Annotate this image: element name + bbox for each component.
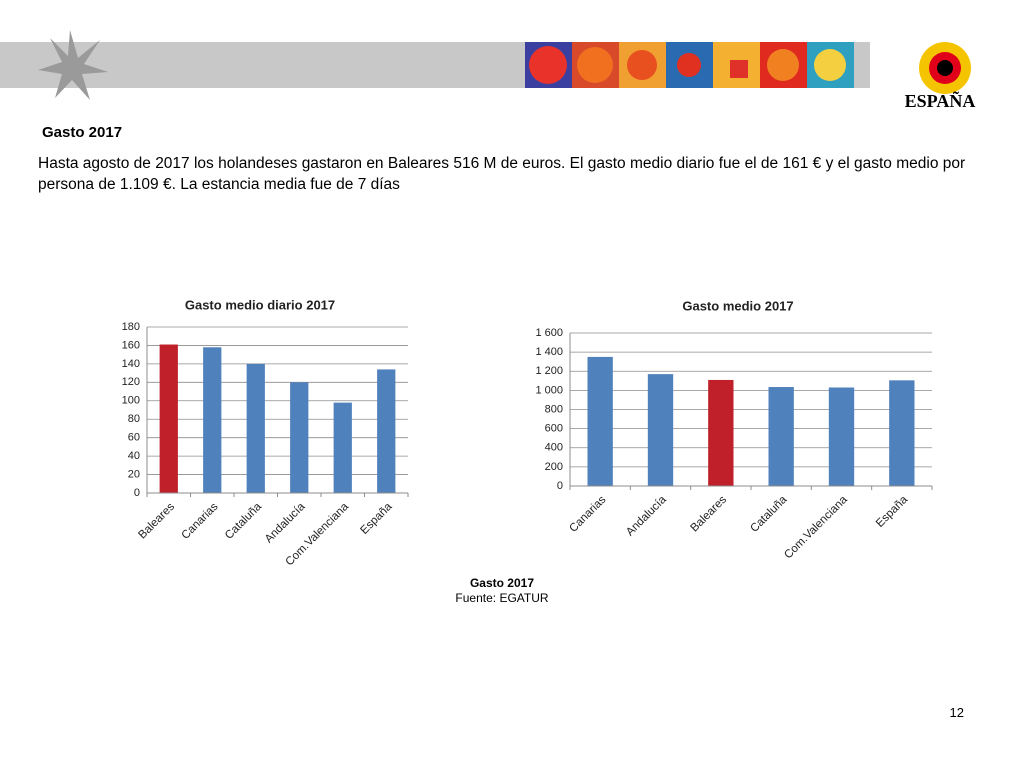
- y-tick-label: 40: [128, 450, 140, 462]
- bar: [333, 402, 352, 493]
- bar: [768, 387, 794, 486]
- chart-title: Gasto medio 2017: [682, 298, 793, 313]
- y-tick-label: 180: [122, 321, 140, 333]
- x-tick-label: Canarias: [179, 501, 220, 542]
- y-tick-label: 200: [545, 461, 563, 473]
- logo: ESPAÑA: [905, 42, 976, 111]
- source: Fuente: EGATUR: [455, 591, 549, 605]
- x-tick-label: Com.Valenciana: [782, 493, 850, 561]
- logo-text: ESPAÑA: [905, 90, 976, 111]
- y-tick-label: 80: [128, 413, 140, 425]
- y-tick-label: 0: [134, 487, 140, 499]
- body-text: Hasta agosto de 2017 los holandeses gast…: [38, 155, 966, 193]
- x-tick-label: Baleares: [136, 501, 177, 542]
- bar: [377, 369, 396, 493]
- bar: [290, 382, 309, 493]
- bar: [587, 356, 613, 486]
- header-star: [38, 30, 108, 100]
- y-tick-label: 20: [128, 468, 140, 480]
- y-tick-label: 1 200: [535, 365, 563, 377]
- bar: [647, 374, 674, 486]
- y-tick-label: 1 000: [535, 384, 563, 396]
- x-tick-label: Andalucía: [263, 500, 308, 545]
- y-tick-label: 1 600: [535, 327, 563, 339]
- header-tiles: [525, 42, 854, 88]
- y-tick-label: 160: [122, 339, 140, 351]
- y-tick-label: 120: [122, 376, 140, 388]
- x-tick-label: Andalucía: [624, 493, 669, 538]
- x-tick-label: Cataluña: [748, 493, 789, 534]
- bar: [246, 363, 265, 493]
- x-tick-label: Cataluña: [223, 500, 264, 541]
- x-tick-label: Canarias: [567, 494, 608, 535]
- chart-title: Gasto medio diario 2017: [185, 297, 335, 312]
- bar: [708, 379, 734, 486]
- chart: Gasto medio diario 2017 0 20 40 60 80 100 120 14…: [122, 297, 409, 568]
- bar: [889, 380, 915, 486]
- heading: Gasto 2017: [42, 124, 123, 141]
- chart: Gasto medio 2017 0 200 400 600 800 1 000 1 200 1…: [535, 298, 933, 561]
- x-tick-label: España: [358, 500, 394, 536]
- y-tick-label: 800: [545, 403, 563, 415]
- bar: [159, 344, 178, 493]
- y-tick-label: 140: [122, 358, 140, 370]
- y-tick-label: 60: [128, 432, 140, 444]
- y-tick-label: 600: [545, 423, 563, 435]
- y-tick-label: 400: [545, 442, 563, 454]
- y-tick-label: 1 400: [535, 346, 563, 358]
- caption: Gasto 2017: [469, 576, 535, 590]
- bar: [828, 387, 855, 486]
- y-tick-label: 100: [122, 395, 140, 407]
- page-number: 12: [949, 705, 964, 720]
- x-tick-label: España: [874, 493, 910, 529]
- bar: [203, 347, 222, 493]
- x-tick-label: Baleares: [689, 494, 730, 535]
- y-tick-label: 0: [557, 480, 563, 492]
